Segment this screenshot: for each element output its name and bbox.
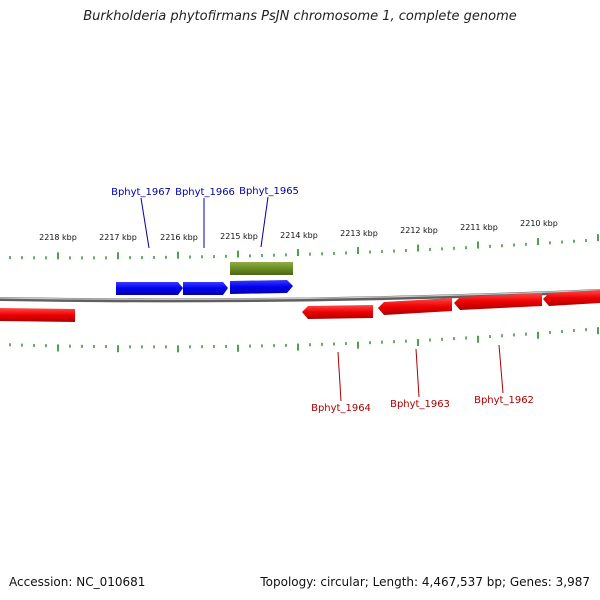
leader-line-bphyt-1963 — [415, 348, 420, 398]
scale-ticks-reverse — [9, 327, 599, 353]
scale-label: 2216 kbp — [160, 233, 198, 242]
scale-label: 2213 kbp — [340, 229, 378, 238]
gene-label-bphyt-1964: Bphyt_1964 — [311, 403, 371, 414]
gene-bphyt-1964[interactable] — [302, 305, 373, 319]
scale-label: 2214 kbp — [280, 231, 318, 240]
gene-label-bphyt-1967: Bphyt_1967 — [111, 187, 171, 198]
gene-bphyt-1967[interactable] — [116, 282, 183, 295]
gene-label-bphyt-1965: Bphyt_1965 — [239, 186, 299, 197]
leader-line-bphyt-1965 — [260, 196, 269, 248]
gene-partial-left[interactable] — [0, 308, 75, 322]
scale-label: 2217 kbp — [99, 233, 137, 242]
scale-ticks-forward — [9, 234, 599, 260]
gene-label-bphyt-1963: Bphyt_1963 — [390, 399, 450, 410]
gene-bphyt-1963[interactable] — [378, 298, 452, 315]
leader-line-bphyt-1967 — [140, 197, 150, 249]
gene-bphyt-1965[interactable] — [230, 280, 293, 294]
accession-text: Accession: NC_010681 — [9, 575, 146, 589]
gene-partial-right[interactable] — [543, 290, 600, 306]
genome-summary-text: Topology: circular; Length: 4,467,537 bp… — [260, 575, 590, 589]
gene-bphyt-1966[interactable] — [183, 282, 228, 295]
gene-bphyt-1962[interactable] — [454, 293, 542, 310]
scale-label: 2215 kbp — [220, 232, 258, 241]
leader-line-bphyt-1962 — [498, 344, 504, 394]
map-title: Burkholderia phytofirmans PsJN chromosom… — [83, 9, 517, 24]
scale-label: 2211 kbp — [460, 223, 498, 232]
gene-label-bphyt-1966: Bphyt_1966 — [175, 187, 235, 198]
scale-label: 2212 kbp — [400, 226, 438, 235]
chromosome-backbone-highlight — [0, 289, 600, 300]
leader-line-bphyt-1964 — [337, 351, 342, 402]
feature-olive-bar[interactable] — [230, 262, 293, 275]
gene-label-bphyt-1962: Bphyt_1962 — [474, 395, 534, 406]
scale-label: 2218 kbp — [39, 233, 77, 242]
scale-label: 2210 kbp — [520, 219, 558, 228]
